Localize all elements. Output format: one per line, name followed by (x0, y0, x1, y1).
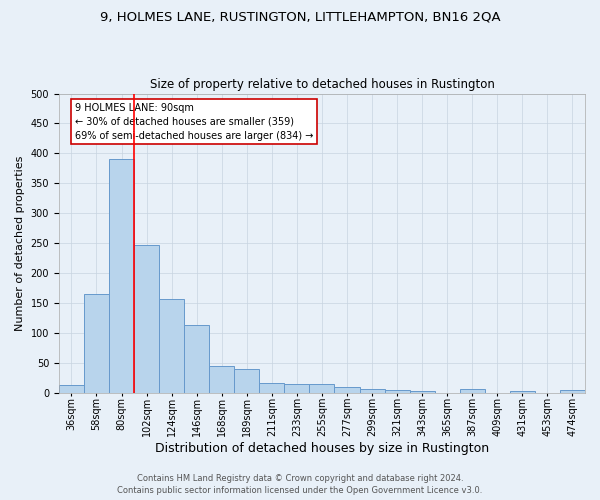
Bar (259, 382, 284, 393)
Bar (209, 366, 234, 393)
Bar (159, 299, 184, 393)
Bar (234, 369, 259, 393)
Bar (59, 385, 84, 393)
Bar (284, 384, 310, 393)
Bar (310, 384, 334, 393)
Bar (134, 245, 159, 393)
Bar (560, 390, 585, 393)
Bar (359, 389, 385, 393)
Bar (334, 388, 359, 393)
Bar (109, 160, 134, 393)
Bar (184, 324, 209, 393)
Bar (84, 294, 109, 393)
Y-axis label: Number of detached properties: Number of detached properties (15, 156, 25, 331)
Text: 9, HOLMES LANE, RUSTINGTON, LITTLEHAMPTON, BN16 2QA: 9, HOLMES LANE, RUSTINGTON, LITTLEHAMPTO… (100, 10, 500, 23)
Bar (510, 391, 535, 393)
Bar (460, 389, 485, 393)
Text: 9 HOLMES LANE: 90sqm
← 30% of detached houses are smaller (359)
69% of semi-deta: 9 HOLMES LANE: 90sqm ← 30% of detached h… (74, 102, 313, 141)
Bar (385, 390, 410, 393)
Bar (410, 391, 434, 393)
Title: Size of property relative to detached houses in Rustington: Size of property relative to detached ho… (149, 78, 494, 91)
Text: Contains HM Land Registry data © Crown copyright and database right 2024.
Contai: Contains HM Land Registry data © Crown c… (118, 474, 482, 495)
X-axis label: Distribution of detached houses by size in Rustington: Distribution of detached houses by size … (155, 442, 489, 455)
